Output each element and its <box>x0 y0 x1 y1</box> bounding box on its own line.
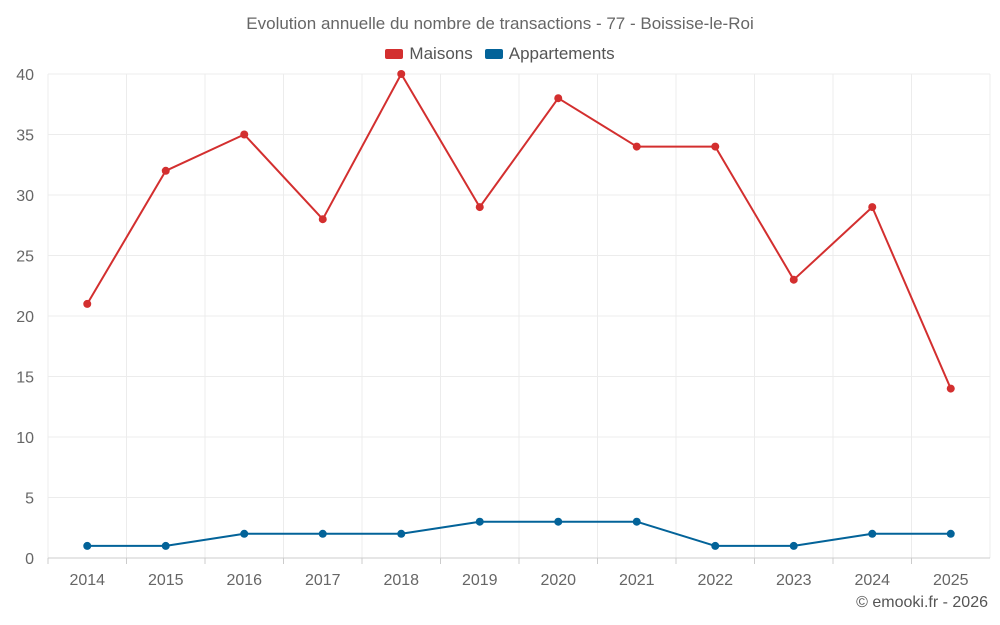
data-point-maisons-2020[interactable] <box>554 94 563 103</box>
series-maisons <box>83 70 955 393</box>
data-point-appartements-2020[interactable] <box>554 517 563 526</box>
credit-text: © emooki.fr - 2026 <box>856 594 988 611</box>
x-tick-label-2020: 2020 <box>540 572 576 589</box>
data-point-maisons-2014[interactable] <box>83 299 92 308</box>
legend-swatch-maisons <box>385 49 404 59</box>
data-point-maisons-2022[interactable] <box>711 142 720 151</box>
data-point-appartements-2023[interactable] <box>789 541 798 550</box>
data-point-maisons-2016[interactable] <box>240 130 249 139</box>
y-tick-label-0: 0 <box>25 551 34 568</box>
y-tick-label-10: 10 <box>16 430 34 447</box>
y-tick-label-30: 30 <box>16 188 34 205</box>
data-point-appartements-2017[interactable] <box>318 529 327 538</box>
legend-swatch-appartements <box>484 49 503 59</box>
data-point-maisons-2019[interactable] <box>475 203 484 212</box>
legend-label-appartements: Appartements <box>508 44 615 63</box>
legend: Maisons Appartements <box>0 44 1000 64</box>
y-tick-label-20: 20 <box>16 309 34 326</box>
data-point-maisons-2017[interactable] <box>318 215 327 224</box>
data-point-appartements-2018[interactable] <box>397 529 406 538</box>
x-tick-label-2021: 2021 <box>619 572 655 589</box>
x-tick-label-2015: 2015 <box>148 572 184 589</box>
x-tick-label-2014: 2014 <box>69 572 105 589</box>
x-tick-label-2025: 2025 <box>933 572 969 589</box>
y-tick-label-40: 40 <box>16 67 34 84</box>
x-tick-label-2017: 2017 <box>305 572 341 589</box>
series-line-appartements <box>87 520 951 547</box>
series <box>83 70 955 550</box>
data-point-maisons-2024[interactable] <box>868 203 877 212</box>
x-tick-label-2024: 2024 <box>854 572 890 589</box>
data-point-appartements-2016[interactable] <box>240 529 249 538</box>
data-point-appartements-2021[interactable] <box>632 517 641 526</box>
data-point-maisons-2018[interactable] <box>397 70 406 78</box>
data-point-appartements-2014[interactable] <box>83 541 92 550</box>
y-tick-label-15: 15 <box>16 370 34 387</box>
data-point-appartements-2019[interactable] <box>475 517 484 526</box>
data-point-appartements-2015[interactable] <box>161 541 170 550</box>
data-point-maisons-2015[interactable] <box>161 166 170 175</box>
series-appartements <box>83 517 955 550</box>
legend-label-maisons: Maisons <box>409 44 473 63</box>
grid <box>47 73 991 558</box>
data-point-appartements-2022[interactable] <box>711 541 720 550</box>
x-tick-label-2019: 2019 <box>462 572 498 589</box>
y-tick-label-5: 5 <box>25 491 34 508</box>
x-tick-label-2018: 2018 <box>383 572 419 589</box>
series-line-maisons <box>86 73 952 389</box>
x-tick-label-2023: 2023 <box>776 572 812 589</box>
x-tick-label-2016: 2016 <box>226 572 262 589</box>
data-point-maisons-2023[interactable] <box>789 275 798 284</box>
chart-title: Evolution annuelle du nombre de transact… <box>246 14 754 33</box>
y-tick-label-35: 35 <box>16 128 34 145</box>
legend-item-maisons[interactable]: Maisons <box>385 44 473 64</box>
data-point-maisons-2021[interactable] <box>632 142 641 151</box>
data-point-appartements-2024[interactable] <box>868 529 877 538</box>
y-tick-label-25: 25 <box>16 249 34 266</box>
data-point-maisons-2025[interactable] <box>946 384 955 393</box>
x-tick-label-2022: 2022 <box>697 572 733 589</box>
data-point-appartements-2025[interactable] <box>946 529 955 538</box>
legend-item-appartements[interactable]: Appartements <box>484 44 615 64</box>
